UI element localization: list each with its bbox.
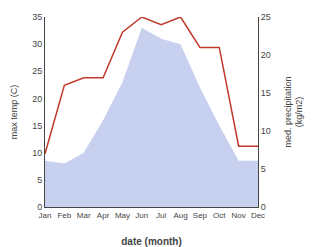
svg-text:Dec: Dec	[251, 211, 265, 220]
svg-text:Feb: Feb	[57, 211, 71, 220]
svg-text:max temp (C): max temp (C)	[9, 85, 19, 140]
svg-text:20: 20	[32, 94, 42, 104]
svg-text:Oct: Oct	[213, 211, 226, 220]
svg-text:Jun: Jun	[135, 211, 148, 220]
svg-text:Jul: Jul	[156, 211, 166, 220]
svg-text:Apr: Apr	[97, 211, 110, 220]
svg-text:5: 5	[261, 164, 266, 174]
svg-text:Sep: Sep	[193, 211, 208, 220]
svg-text:Jan: Jan	[39, 211, 52, 220]
svg-text:Aug: Aug	[173, 211, 187, 220]
svg-text:0: 0	[261, 202, 266, 212]
svg-text:date (month): date (month)	[121, 236, 182, 247]
svg-text:med. precipitation(kg/m2): med. precipitation(kg/m2)	[283, 76, 305, 147]
svg-text:0: 0	[37, 202, 42, 212]
svg-text:25: 25	[32, 66, 42, 76]
svg-text:15: 15	[261, 88, 271, 98]
svg-text:20: 20	[261, 50, 271, 60]
svg-text:15: 15	[32, 121, 42, 131]
svg-text:30: 30	[32, 39, 42, 49]
svg-text:10: 10	[261, 126, 271, 136]
svg-text:May: May	[115, 211, 130, 220]
svg-text:25: 25	[261, 12, 271, 22]
svg-text:Nov: Nov	[232, 211, 246, 220]
svg-text:10: 10	[32, 148, 42, 158]
svg-text:35: 35	[32, 12, 42, 22]
svg-text:Mar: Mar	[77, 211, 91, 220]
svg-text:5: 5	[37, 175, 42, 185]
